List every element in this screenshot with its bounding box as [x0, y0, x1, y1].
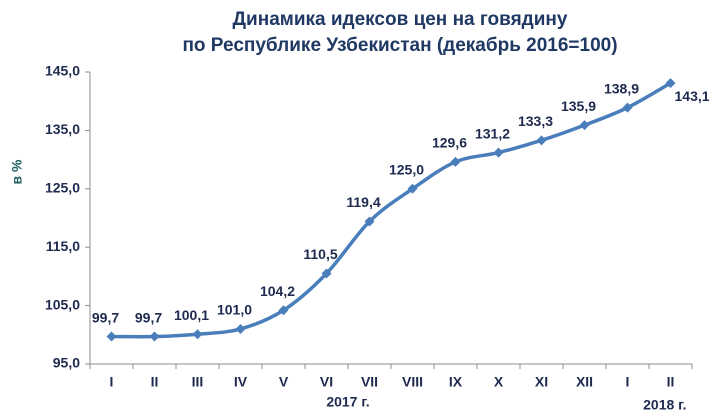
data-label: 119,4 [346, 194, 380, 210]
data-point [407, 183, 418, 194]
data-point [450, 156, 461, 167]
x-tick-label: II [151, 374, 159, 390]
chart-title: по Республике Узбекистан (декабрь 2016=1… [182, 35, 617, 56]
y-tick-label: 145,0 [45, 63, 80, 79]
x-tick-label: II [667, 374, 675, 390]
x-tick-label: V [279, 374, 289, 390]
x-tick-label: VI [320, 374, 333, 390]
data-label: 135,9 [561, 98, 596, 114]
data-point [665, 78, 676, 89]
data-label: 129,6 [432, 135, 467, 151]
x-tick-label: IV [234, 374, 248, 390]
data-point [192, 329, 203, 340]
data-label: 138,9 [604, 80, 639, 96]
data-point [106, 331, 117, 342]
x-tick-label: VII [361, 374, 378, 390]
y-axis-title: в % [9, 159, 25, 184]
data-label: 101,0 [217, 302, 252, 318]
x-tick-label: VIII [402, 374, 423, 390]
data-point [622, 102, 633, 113]
x-tick-label: XI [535, 374, 548, 390]
data-label: 99,7 [92, 309, 119, 325]
x-tick-label: IX [449, 374, 463, 390]
data-label: 125,0 [389, 162, 424, 178]
data-point [493, 147, 504, 158]
data-label: 100,1 [174, 307, 209, 323]
x-tick-label: X [494, 374, 504, 390]
data-point [536, 135, 547, 146]
data-label: 131,2 [475, 125, 510, 141]
y-tick-label: 105,0 [45, 296, 80, 312]
data-point [579, 120, 590, 131]
data-label: 143,1 [675, 88, 710, 104]
data-point [235, 323, 246, 334]
x-tick-label: XII [576, 374, 593, 390]
y-tick-label: 115,0 [46, 238, 80, 254]
data-point [278, 305, 289, 316]
x-tick-label: I [626, 374, 630, 390]
data-point [364, 216, 375, 227]
chart-title: Динамика идексов цен на говядину [233, 9, 568, 30]
data-point [149, 331, 160, 342]
y-tick-label: 95,0 [53, 355, 80, 371]
x-tick-label: III [192, 374, 204, 390]
data-label: 133,3 [518, 113, 553, 129]
data-label: 110,5 [303, 246, 337, 262]
data-line [111, 81, 672, 339]
data-point [321, 268, 332, 279]
y-tick-label: 125,0 [45, 180, 80, 196]
data-label: 99,7 [135, 309, 162, 325]
x-tick-label: I [110, 374, 114, 390]
data-label: 104,2 [260, 283, 295, 299]
group-label: 2018 г. [643, 397, 686, 413]
y-tick-label: 135,0 [45, 121, 80, 137]
group-label: 2017 г. [326, 394, 369, 410]
